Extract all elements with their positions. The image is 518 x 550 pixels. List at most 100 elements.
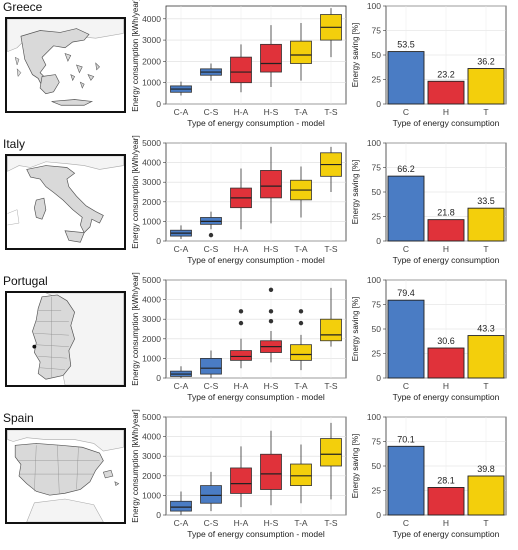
x-tick-label: T-S xyxy=(324,107,338,117)
bar-value-label: 21.8 xyxy=(437,208,455,218)
y-tick-label: 2000 xyxy=(142,471,161,481)
y-tick-label: 4000 xyxy=(142,432,161,442)
x-tick-label: T-A xyxy=(294,107,308,117)
x-tick-label: H-A xyxy=(234,244,249,254)
x-tick-label: H-S xyxy=(264,518,279,528)
y-tick-label: 5000 xyxy=(142,275,161,285)
y-tick-label: 5000 xyxy=(142,412,161,422)
spain-map-icon xyxy=(5,428,126,524)
y-tick-label: 100 xyxy=(367,412,381,422)
y-tick-label: 0 xyxy=(376,510,381,520)
x-tick-label: C-S xyxy=(204,107,219,117)
country-title: Spain xyxy=(3,411,34,425)
x-tick-label: C-A xyxy=(174,518,189,528)
box-iqr xyxy=(290,463,312,487)
y-tick-label: 25 xyxy=(372,75,382,85)
box-outlier xyxy=(298,309,304,314)
y-tick-label: 50 xyxy=(372,324,382,334)
plot-frame xyxy=(165,416,347,516)
bar xyxy=(427,487,465,516)
x-tick-label: H-A xyxy=(234,518,249,528)
x-axis-label: Type of energy consumption - model xyxy=(187,118,325,128)
y-tick-label: 3000 xyxy=(142,314,161,324)
y-tick-label: 100 xyxy=(367,275,381,285)
y-tick-label: 1000 xyxy=(142,490,161,500)
bar xyxy=(387,299,425,379)
y-tick-label: 0 xyxy=(376,236,381,246)
y-tick-label: 50 xyxy=(372,187,382,197)
y-tick-label: 2000 xyxy=(142,197,161,207)
x-tick-label: H-S xyxy=(264,107,279,117)
y-axis-label: Energy consumption [kWh/year] xyxy=(131,0,140,112)
x-tick-label: C xyxy=(403,244,409,254)
italy-map-icon xyxy=(5,154,126,250)
box-iqr xyxy=(320,438,342,467)
box-iqr xyxy=(260,170,282,199)
x-tick-label: H-A xyxy=(234,381,249,391)
x-tick-label: T-S xyxy=(324,381,338,391)
bar xyxy=(387,175,425,242)
y-axis-label: Energy consumption [kWh/year] xyxy=(131,135,140,248)
x-axis-label: Type of energy consumption xyxy=(393,392,500,402)
box-chart-italy: 0 1000 2000 3000 4000 5000 C-A C-S H-A H-S T-A T-ST… xyxy=(131,135,347,265)
y-tick-label: 75 xyxy=(372,300,382,310)
y-tick-label: 2000 xyxy=(142,56,161,66)
bar-value-label: 28.1 xyxy=(437,475,455,485)
plot-frame xyxy=(165,5,347,105)
y-tick-label: 2000 xyxy=(142,334,161,344)
y-tick-label: 4000 xyxy=(142,295,161,305)
box-chart-portugal: 0 1000 2000 3000 4000 5000 C-A C-S H-A H-S T-A T-ST… xyxy=(131,272,347,402)
y-tick-label: 50 xyxy=(372,461,382,471)
box-iqr xyxy=(170,500,192,512)
y-tick-label: 100 xyxy=(367,138,381,148)
box-iqr xyxy=(200,485,222,504)
bar xyxy=(427,219,465,242)
bar-value-label: 53.5 xyxy=(397,40,415,50)
y-tick-label: 100 xyxy=(367,1,381,11)
y-tick-label: 0 xyxy=(156,99,161,109)
country-title: Greece xyxy=(3,0,43,14)
x-tick-label: H xyxy=(443,381,449,391)
y-tick-label: 0 xyxy=(156,510,161,520)
y-axis-label: Energy saving [%] xyxy=(351,160,360,224)
bar-value-label: 43.3 xyxy=(477,324,495,334)
x-tick-label: C xyxy=(403,381,409,391)
y-tick-label: 1000 xyxy=(142,78,161,88)
x-tick-label: T-A xyxy=(294,381,308,391)
box-outlier xyxy=(238,309,244,314)
y-tick-label: 0 xyxy=(156,373,161,383)
y-tick-label: 75 xyxy=(372,163,382,173)
x-tick-label: H xyxy=(443,244,449,254)
y-tick-label: 50 xyxy=(372,50,382,60)
y-axis-label: Energy consumption [kWh/year] xyxy=(131,272,140,385)
y-tick-label: 75 xyxy=(372,437,382,447)
box-outlier xyxy=(238,320,244,326)
box-outlier xyxy=(268,309,274,314)
country-panel-spain: Spain 0 1000 2000 3000 4000 5000 C-A C-S H-A H-S T… xyxy=(0,409,518,548)
bar-value-label: 70.1 xyxy=(397,434,415,444)
plot-frame xyxy=(165,279,347,379)
x-tick-label: T-S xyxy=(324,518,338,528)
bar xyxy=(467,475,505,516)
y-tick-label: 3000 xyxy=(142,35,161,45)
bar-value-label: 23.2 xyxy=(437,69,455,79)
plot-frame xyxy=(165,142,347,242)
x-tick-label: T xyxy=(483,518,488,528)
bar xyxy=(387,51,425,105)
y-axis-label: Energy consumption [kWh/year] xyxy=(131,409,140,522)
bar xyxy=(467,207,505,242)
bar xyxy=(427,347,465,379)
box-outlier xyxy=(268,318,274,324)
x-tick-label: T xyxy=(483,381,488,391)
x-tick-label: T-S xyxy=(324,244,338,254)
x-tick-label: C xyxy=(403,107,409,117)
x-tick-label: C-A xyxy=(174,244,189,254)
box-chart-greece: 0 1000 2000 3000 4000 C-A C-S H-A H-S T-A T-SType … xyxy=(131,0,347,128)
x-tick-label: C-S xyxy=(204,244,219,254)
y-tick-label: 1000 xyxy=(142,353,161,363)
y-tick-label: 25 xyxy=(372,349,382,359)
y-tick-label: 3000 xyxy=(142,451,161,461)
